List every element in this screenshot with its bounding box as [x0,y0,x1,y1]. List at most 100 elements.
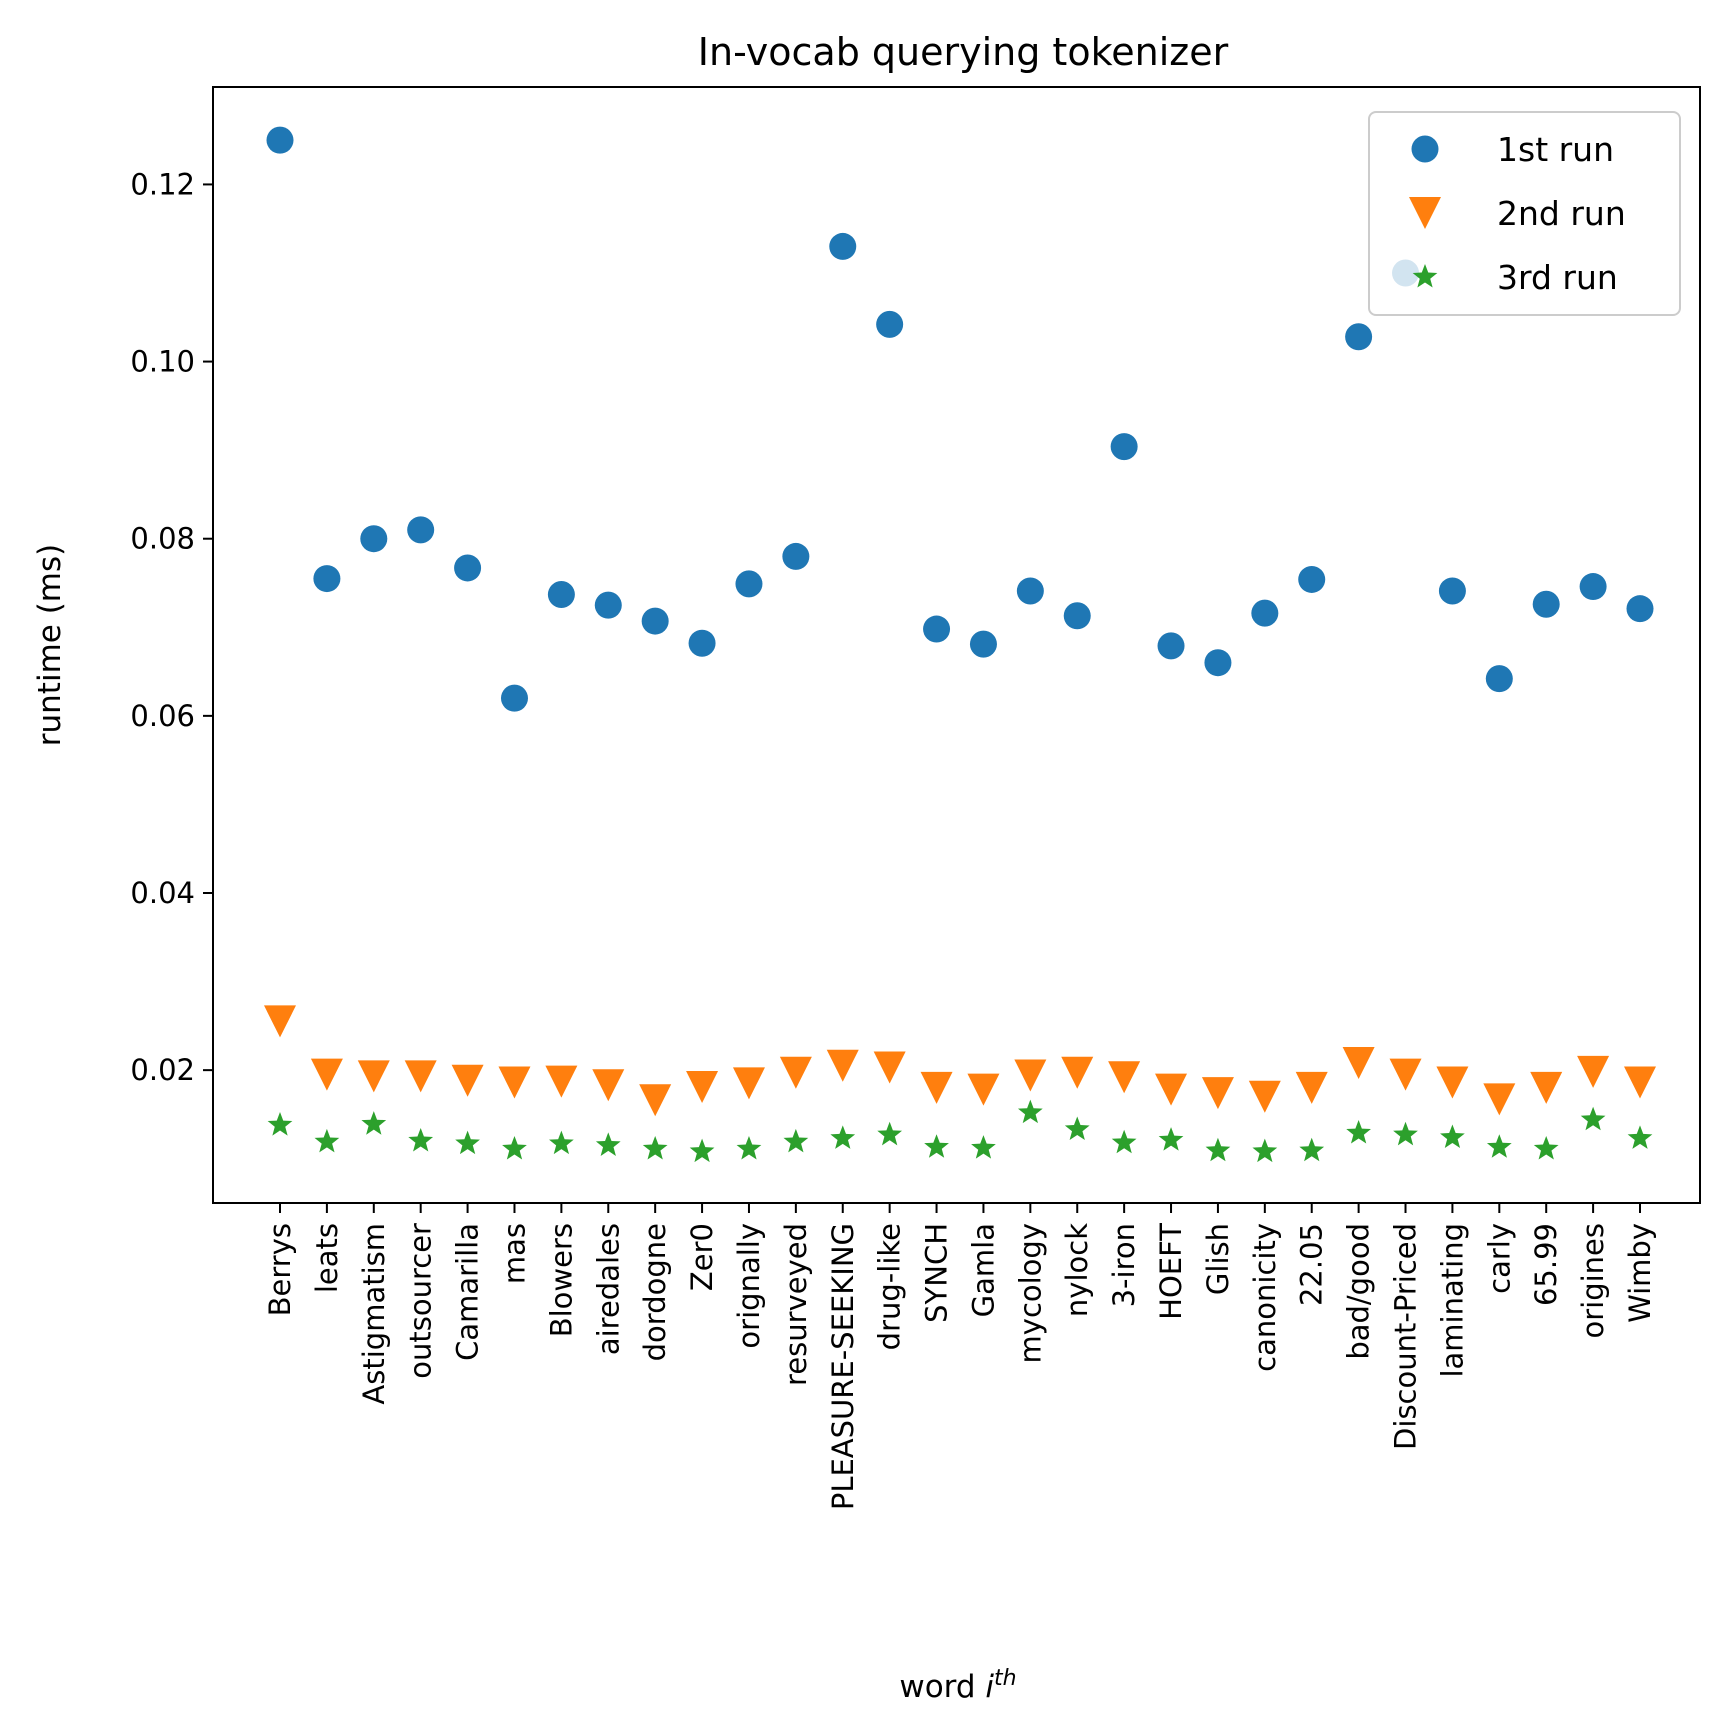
point-star [502,1135,527,1160]
point-triangle-down [451,1064,484,1097]
x-tick-label: carly [1482,1223,1516,1294]
point-star [267,1112,293,1136]
point-circle [1157,632,1185,660]
point-star [549,1130,574,1155]
point-circle [1251,599,1279,627]
x-tick-label: laminating [1435,1223,1469,1378]
point-circle [1438,577,1466,605]
point-circle [594,591,622,619]
point-star [1486,1134,1512,1158]
x-tick-label: Gamla [966,1223,1000,1317]
point-circle [688,629,716,657]
x-tick-label: HOEFT [1154,1223,1188,1320]
legend-label: 2nd run [1497,194,1626,233]
point-star [971,1135,996,1159]
point-star [736,1135,762,1160]
point-star [1627,1125,1653,1149]
x-tick-label: Glish [1201,1223,1235,1295]
point-triangle-down [264,1005,296,1038]
point-triangle-down [1061,1056,1094,1089]
point-star [1205,1137,1231,1162]
x-axis-label-superscript: th [994,1666,1017,1691]
point-star [1252,1138,1278,1163]
point-circle [969,630,997,658]
point-star [1440,1124,1465,1148]
legend: 1st run 2nd run 3rd run [1368,111,1681,316]
chart-title: In-vocab querying tokenizer [698,30,1229,74]
point-circle [1204,649,1232,677]
x-tick-label: Berrys [263,1223,297,1316]
point-star [1017,1099,1043,1124]
point-star [689,1138,715,1163]
point-star [877,1121,903,1146]
point-circle [454,554,482,582]
point-star [1299,1137,1325,1162]
point-star [1111,1129,1137,1154]
x-tick-label: mycology [1013,1223,1047,1363]
point-star [595,1132,621,1156]
point-circle [735,570,763,598]
point-triangle-down [1483,1083,1516,1116]
point-circle [266,126,294,154]
point-triangle-down [1295,1071,1328,1104]
point-circle [1532,590,1560,618]
x-tick-label: resurveyed [779,1223,813,1386]
point-circle [1579,573,1607,601]
point-circle [360,525,388,553]
point-triangle-down [404,1060,437,1093]
point-triangle-down [967,1073,1000,1106]
point-star [1533,1135,1559,1160]
point-triangle-down [1624,1066,1656,1099]
y-tick-label: 0.06 [130,699,195,733]
x-tick-label: Wimby [1623,1223,1657,1323]
x-tick-label: Zer0 [685,1223,719,1291]
point-circle [782,542,810,570]
x-axis-label-variable: i [985,1669,994,1705]
legend-label: 3rd run [1497,258,1618,297]
point-triangle-down [1342,1047,1375,1080]
point-triangle-down [873,1051,906,1084]
point-triangle-down [639,1084,672,1117]
plot-area [212,86,1701,1204]
point-circle [313,565,341,593]
legend-marker-star [1412,264,1438,288]
x-tick-label: 22.05 [1295,1223,1329,1306]
point-star [1064,1116,1090,1140]
point-triangle-down [1201,1077,1234,1110]
x-tick-label: dordogne [638,1223,672,1361]
y-axis: 0.02 0.04 0.06 0.08 0.10 0.12 [130,167,213,1087]
point-star [1158,1127,1184,1151]
point-circle [1485,665,1513,693]
y-tick-label: 0.12 [130,167,195,201]
point-triangle-down [1108,1061,1141,1094]
point-star [924,1134,949,1158]
point-circle [1626,595,1654,623]
point-triangle-down [1014,1059,1047,1092]
x-axis-label-text: word [899,1669,975,1705]
x-tick-label: origines [1576,1223,1610,1339]
point-triangle-down [545,1065,578,1098]
x-tick-label: PLEASURE-SEEKING [826,1223,860,1510]
point-circle [876,310,904,338]
x-tick-label: Discount-Priced [1389,1223,1423,1450]
point-circle [1110,433,1138,461]
point-circle [547,581,575,609]
point-star [361,1111,387,1135]
y-tick-label: 0.04 [130,876,195,910]
x-tick-label: drug-like [873,1223,907,1350]
point-triangle-down [779,1056,812,1089]
point-star [830,1125,856,1149]
point-triangle-down [1577,1055,1610,1088]
x-tick-label: leats [310,1223,344,1293]
point-circle [1016,577,1044,605]
data-points [264,126,1656,1163]
y-tick-label: 0.02 [130,1053,195,1087]
point-star [783,1128,809,1153]
point-triangle-down [1155,1073,1188,1106]
legend-box [1368,111,1681,316]
x-tick-label: Camarilla [451,1223,485,1361]
legend-marker-triangle-down [1409,197,1441,229]
point-circle [1298,565,1326,593]
point-triangle-down [592,1069,625,1102]
x-tick-label: Blowers [544,1223,578,1337]
